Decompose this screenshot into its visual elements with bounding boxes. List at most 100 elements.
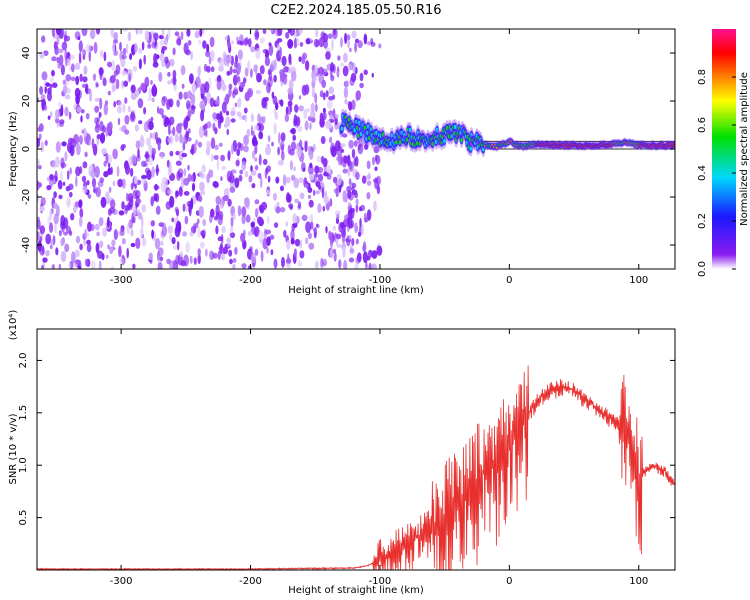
noise-blob [137,212,143,220]
noise-blob [357,40,363,49]
noise-blob [310,102,315,113]
ridge-peak [418,141,422,146]
noise-blob [373,146,380,154]
noise-blob [86,180,90,186]
noise-blob [244,67,249,77]
noise-blob [197,141,203,148]
noise-blob [220,176,223,182]
noise-blob [146,137,151,147]
noise-blob [71,251,76,264]
noise-blob [95,243,99,253]
noise-blob [289,148,295,156]
noise-blob [273,122,277,135]
noise-blob [79,243,83,251]
noise-blob [54,109,60,119]
noise-blob [275,176,280,184]
noise-blob [254,248,259,256]
noise-blob [242,77,247,84]
noise-blob [375,154,381,165]
noise-blob [332,29,337,35]
noise-blob [159,256,164,262]
noise-blob [348,234,352,241]
noise-blob [185,241,190,254]
noise-blob [128,73,132,83]
noise-blob [175,150,180,156]
noise-blob [322,107,326,113]
noise-blob [223,54,228,66]
noise-blob [355,91,359,102]
noise-blob [287,87,294,95]
noise-blob [129,167,134,177]
noise-blob [159,152,166,160]
noise-blob [323,92,326,101]
noise-blob [250,165,253,173]
noise-blob [151,229,155,239]
noise-blob [82,185,88,194]
noise-blob [205,248,208,257]
noise-blob [313,38,320,48]
noise-blob [49,174,54,181]
noise-blob [69,167,72,175]
spectrogram-y-tick-label: 20 [21,95,32,108]
ridge-peak [367,124,370,129]
noise-blob [94,166,100,178]
noise-blob [215,225,219,235]
noise-blob [103,103,109,116]
noise-blob [138,29,143,35]
noise-blob [140,82,147,92]
noise-blob [352,62,356,74]
noise-blob [334,113,340,119]
noise-blob [161,46,168,51]
noise-blob [371,263,377,269]
noise-blob [349,77,355,86]
noise-blob [190,103,196,115]
ridge-peak [398,140,402,145]
noise-blob [275,206,281,214]
noise-blob [199,241,205,249]
noise-blob [102,227,107,237]
colorbar-gradient [712,29,736,269]
noise-blob [344,98,348,105]
colorbar-tick-label: 0.4 [697,165,708,181]
noise-blob [119,229,125,237]
noise-blob [289,160,294,171]
noise-blob [206,140,211,149]
noise-blob [134,176,138,185]
noise-blob [305,108,311,113]
noise-blob [219,115,224,123]
noise-blob [332,249,337,254]
noise-blob [132,263,136,269]
noise-blob [92,177,96,188]
noise-blob [235,159,240,167]
noise-blob [247,230,253,236]
noise-blob [99,132,106,144]
noise-blob [314,65,318,74]
noise-blob [276,43,281,51]
noise-blob [305,60,310,71]
noise-blob [249,246,253,252]
noise-blob [58,264,61,269]
noise-blob [81,83,88,89]
noise-blob [278,99,282,105]
noise-blob [332,64,336,74]
noise-blob [161,96,166,107]
noise-blob [103,160,107,167]
noise-blob [273,222,279,228]
noise-blob [234,61,238,69]
noise-blob [182,231,188,237]
noise-blob [342,168,349,174]
noise-blob [41,265,45,269]
noise-blob [307,194,312,199]
noise-blob [103,170,109,178]
noise-blob [244,197,250,208]
noise-blob [198,205,204,218]
noise-blob [76,143,81,156]
noise-blob [323,195,330,205]
noise-blob [329,136,333,144]
noise-blob [110,29,114,38]
noise-blob [54,118,60,124]
noise-blob [254,199,260,205]
noise-blob [75,75,80,86]
ridge-peak [357,133,360,138]
noise-blob [212,112,218,120]
